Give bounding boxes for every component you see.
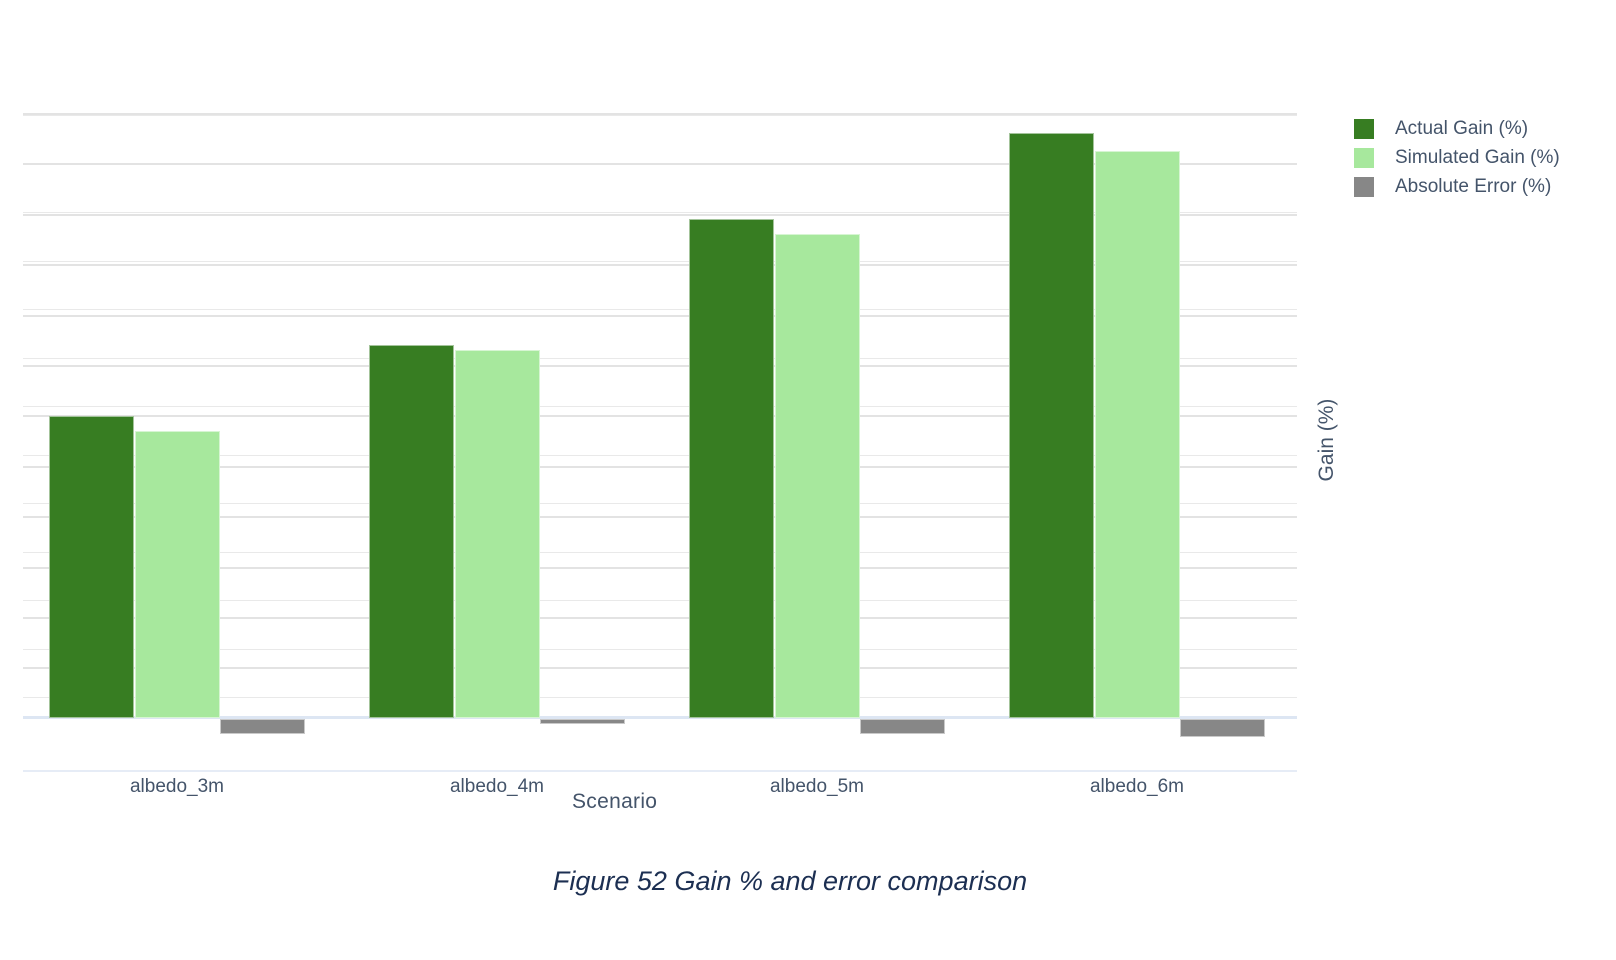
x-axis-title: Scenario: [572, 790, 658, 813]
legend-item-simulated-gain: Simulated Gain (%): [1354, 147, 1560, 168]
gridline: [23, 365, 1297, 367]
gridline: [23, 358, 1297, 359]
bar-absolute-error-albedo_4m: [540, 719, 625, 724]
gridline: [23, 264, 1297, 266]
gridline: [23, 503, 1297, 504]
x-tick-label-albedo-3m: albedo_3m: [129, 776, 225, 797]
legend-label: Actual Gain (%): [1395, 118, 1529, 139]
gridline: [23, 163, 1297, 165]
legend-label: Absolute Error (%): [1395, 176, 1552, 197]
gridline: [23, 212, 1297, 213]
absolute-error-swatch-icon: [1354, 177, 1374, 197]
bar-simulated-gain-albedo_5m: [775, 234, 860, 718]
gridline: [23, 466, 1297, 468]
gridline: [23, 214, 1297, 216]
gridline: [23, 455, 1297, 456]
y-axis-title: Gain (%): [1315, 398, 1338, 482]
gridline: [23, 415, 1297, 417]
gridline: [23, 115, 1297, 116]
gridline: [23, 567, 1297, 569]
x-tick-label-albedo-5m: albedo_5m: [769, 776, 865, 797]
figure-caption: Figure 52 Gain % and error comparison: [552, 866, 1028, 896]
x-axis-baseline: [23, 716, 1297, 719]
bar-absolute-error-albedo_6m: [1180, 719, 1265, 737]
bar-absolute-error-albedo_3m: [220, 719, 305, 734]
bar-simulated-gain-albedo_6m: [1095, 151, 1180, 718]
x-tick-label-albedo-4m: albedo_4m: [449, 776, 545, 797]
bar-simulated-gain-albedo_4m: [455, 350, 540, 718]
gridline: [23, 617, 1297, 619]
gridline: [23, 667, 1297, 669]
legend-item-absolute-error: Absolute Error (%): [1354, 176, 1560, 197]
bar-simulated-gain-albedo_3m: [135, 431, 220, 718]
simulated-gain-swatch-icon: [1354, 148, 1374, 168]
bar-actual-gain-albedo_4m: [369, 345, 454, 718]
legend-item-actual-gain: Actual Gain (%): [1354, 118, 1560, 139]
gridline: [23, 113, 1297, 115]
chart-legend: Actual Gain (%) Simulated Gain (%) Absol…: [1354, 118, 1560, 206]
gridline: [23, 516, 1297, 518]
gridline: [23, 315, 1297, 317]
gridline: [23, 309, 1297, 310]
legend-label: Simulated Gain (%): [1395, 147, 1560, 168]
x-tick-label-albedo-6m: albedo_6m: [1089, 776, 1185, 797]
axis-area-separator: [23, 770, 1297, 772]
bar-actual-gain-albedo_3m: [49, 416, 134, 718]
bar-absolute-error-albedo_5m: [860, 719, 945, 734]
gridline: [23, 261, 1297, 262]
bar-actual-gain-albedo_5m: [689, 219, 774, 718]
gridline: [23, 649, 1297, 650]
bar-actual-gain-albedo_6m: [1009, 133, 1094, 718]
gridline: [23, 600, 1297, 601]
gridline: [23, 697, 1297, 698]
actual-gain-swatch-icon: [1354, 119, 1374, 139]
gridline: [23, 552, 1297, 553]
gridline: [23, 406, 1297, 407]
